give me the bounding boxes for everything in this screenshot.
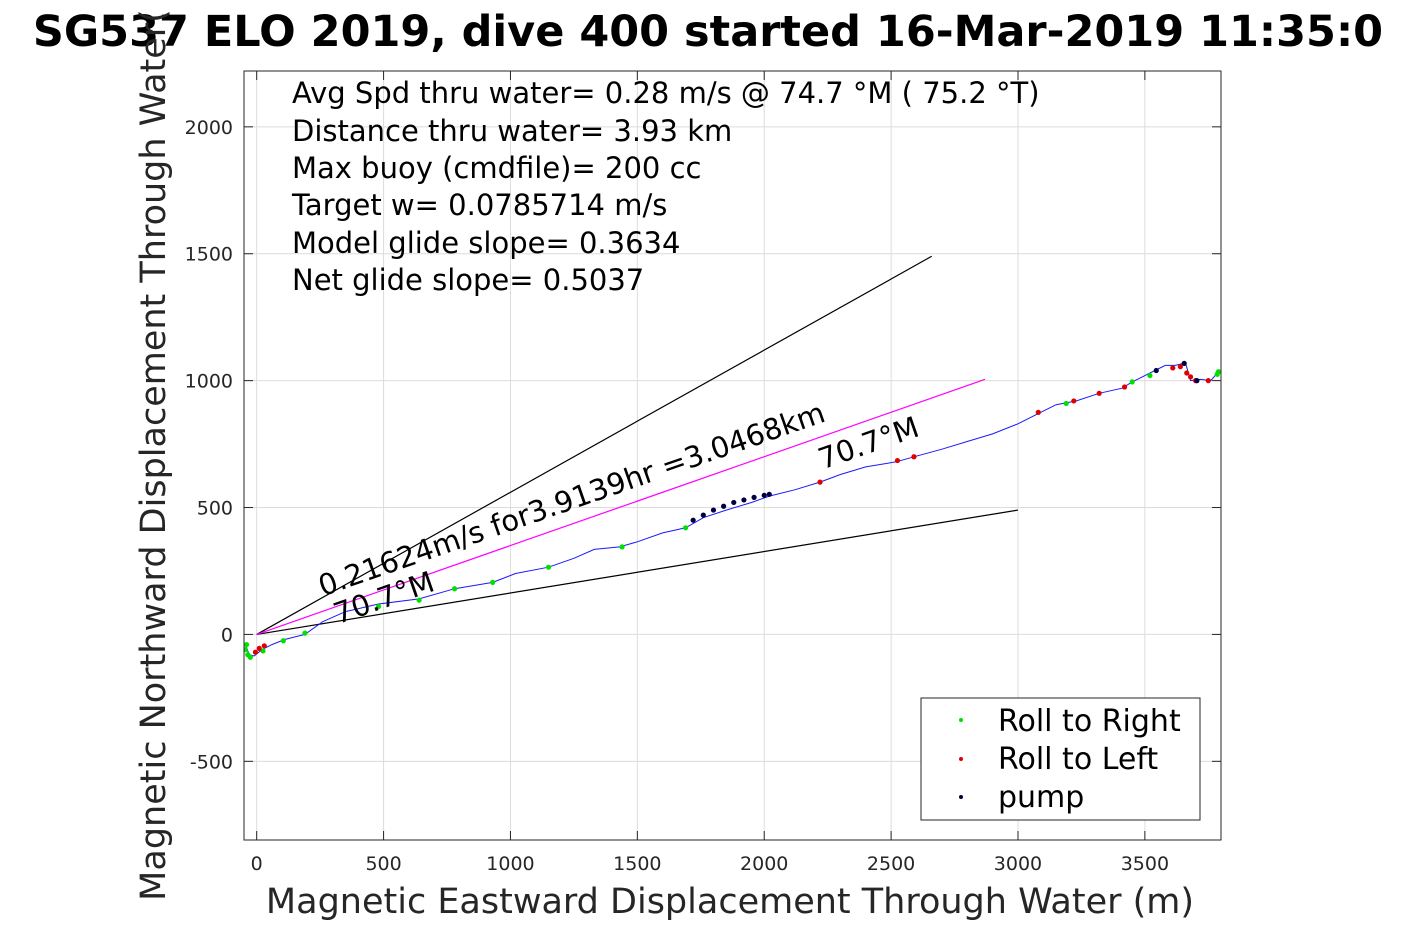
x-tick-label-6: 3000 [994,853,1042,875]
legend-marker-pump [959,795,963,799]
grid-lines [244,71,1221,840]
roll-right-point-8 [416,597,422,603]
legend-box [920,697,1201,821]
roll-right-point-3 [247,654,253,660]
guide-line-upper-envelope [256,255,932,635]
y-tick-label-0: -500 [190,751,233,773]
y-tick-label-5: 2000 [185,117,233,139]
plot-frame [243,70,1222,841]
guide-line-lower-envelope [256,509,1019,636]
annotation-avg-speed: Avg Spd thru water= 0.28 m/s @ 74.7 °M (… [292,76,1040,110]
roll-left-point-12 [1184,370,1190,376]
y-tick-label-1: 0 [221,624,233,646]
roll-left-point-6 [1035,409,1041,415]
series-layer [244,360,1221,660]
track-line [246,362,1219,657]
roll-right-point-16 [1147,372,1153,379]
pump-point-10 [1181,360,1187,366]
roll-right-point-9 [452,586,458,592]
legend-label-roll-left: Roll to Left [998,742,1158,777]
annotation-max-buoy: Max buoy (cmdfile)= 200 cc [292,151,701,185]
roll-left-point-0 [252,649,259,655]
annotation-distance: Distance thru water= 3.93 km [292,114,732,148]
legend-label-roll-right: Roll to Right [998,704,1181,739]
roll-right-point-0 [244,641,250,648]
x-axis-label: Magnetic Eastward Displacement Through W… [266,882,1194,922]
x-tick-label-5: 2500 [867,853,915,875]
x-tick-label-0: 0 [251,853,263,875]
y-axis-label: Magnetic Northward Displacement Through … [134,9,174,901]
annotation-net-glide-slope: Net glide slope= 0.5037 [292,263,644,297]
roll-right-point-11 [545,564,552,570]
guide-line-current-vector [256,378,986,635]
axis-ticks: 0 500 1000 1500 2000 2500 3000 3500 -500 0 500 1000… [185,71,1221,875]
pump-point-4 [731,499,737,506]
guide-lines [256,255,1019,636]
roll-left-point-13 [1187,374,1194,380]
x-tick-label-7: 3500 [1121,853,1169,875]
legend: Roll to Right Roll to Left pump [920,697,1201,821]
chart-title: SG537 ELO 2019, dive 400 started 16-Mar-… [33,7,1383,57]
pump-point-6 [751,494,757,500]
y-tick-label-4: 1500 [185,244,233,266]
roll-left-point-4 [894,457,901,464]
legend-marker-roll-right [959,718,963,722]
roll-left-point-9 [1121,384,1128,390]
roll-left-point-2 [261,643,267,649]
annotation-block: Avg Spd thru water= 0.28 m/s @ 74.7 °M (… [291,76,1040,297]
roll-right-point-18 [1214,371,1220,377]
x-tick-label-2: 1000 [486,853,534,875]
pump-point-3 [721,503,727,509]
roll-right-point-15 [1129,379,1135,385]
legend-marker-roll-left [959,757,963,761]
pump-point-2 [710,507,717,513]
roll-right-point-1 [244,647,248,653]
pump-point-8 [766,491,772,497]
pump-point-11 [1194,378,1200,384]
pump-point-0 [690,517,696,523]
pump-point-5 [741,497,747,503]
roll-right-point-13 [682,525,689,531]
roll-left-point-5 [911,454,917,460]
y-tick-label-3: 1000 [185,371,233,393]
roll-right-point-14 [1063,400,1069,407]
roll-right-point-10 [490,579,496,585]
roll-right-point-5 [280,638,286,644]
x-tick-label-1: 500 [365,853,401,875]
roll-left-point-10 [1170,365,1176,371]
roll-left-point-3 [817,479,823,485]
x-tick-label-4: 2000 [740,853,788,875]
pump-point-1 [700,512,706,518]
roll-right-point-7 [375,603,382,610]
roll-left-point-11 [1177,364,1183,370]
roll-left-point-8 [1096,390,1102,396]
pump-point-7 [761,492,767,498]
pump-point-9 [1153,367,1159,374]
annotation-model-glide-slope: Model glide slope= 0.3634 [292,226,680,260]
roll-left-point-1 [256,645,262,651]
x-tick-label-3: 1500 [613,853,661,875]
roll-right-point-4 [260,648,266,654]
y-tick-label-2: 500 [197,498,233,520]
roll-left-point-7 [1071,398,1077,404]
roll-left-point-15 [1205,378,1211,384]
annotation-target-w: Target w= 0.0785714 m/s [291,188,667,222]
legend-label-pump: pump [998,780,1084,815]
roll-right-point-12 [619,544,625,550]
roll-right-point-6 [302,630,308,636]
